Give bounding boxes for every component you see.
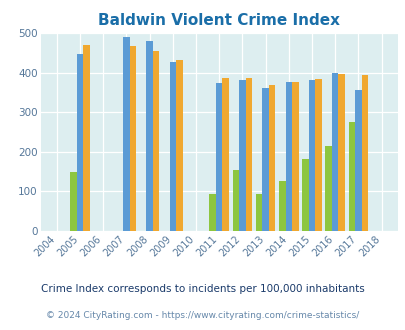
Bar bbox=[209, 194, 215, 231]
Bar bbox=[291, 82, 298, 231]
Bar bbox=[338, 74, 344, 231]
Bar bbox=[255, 194, 262, 231]
Bar bbox=[70, 172, 77, 231]
Bar bbox=[262, 88, 268, 231]
Bar bbox=[302, 158, 308, 231]
Bar bbox=[348, 122, 354, 231]
Bar bbox=[153, 51, 159, 231]
Bar bbox=[354, 90, 361, 231]
Bar bbox=[83, 45, 90, 231]
Bar bbox=[285, 82, 291, 231]
Bar bbox=[146, 41, 153, 231]
Bar bbox=[315, 79, 321, 231]
Bar bbox=[308, 80, 315, 231]
Bar bbox=[232, 170, 239, 231]
Bar bbox=[123, 37, 129, 231]
Bar bbox=[169, 62, 176, 231]
Text: Crime Index corresponds to incidents per 100,000 inhabitants: Crime Index corresponds to incidents per… bbox=[41, 284, 364, 294]
Bar bbox=[331, 73, 338, 231]
Bar bbox=[176, 60, 182, 231]
Bar bbox=[325, 146, 331, 231]
Bar bbox=[239, 80, 245, 231]
Bar bbox=[222, 78, 228, 231]
Bar bbox=[129, 46, 136, 231]
Bar bbox=[245, 78, 252, 231]
Bar bbox=[215, 83, 222, 231]
Title: Baldwin Violent Crime Index: Baldwin Violent Crime Index bbox=[98, 13, 339, 28]
Bar bbox=[278, 181, 285, 231]
Bar bbox=[361, 75, 367, 231]
Bar bbox=[77, 54, 83, 231]
Bar bbox=[268, 85, 275, 231]
Text: © 2024 CityRating.com - https://www.cityrating.com/crime-statistics/: © 2024 CityRating.com - https://www.city… bbox=[46, 312, 359, 320]
